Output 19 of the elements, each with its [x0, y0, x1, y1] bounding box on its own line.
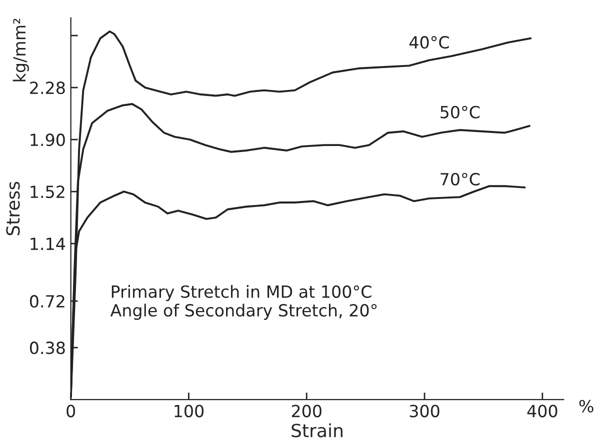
annotation: Primary Stretch in MD at 100°C Angle of Secondary Stretch, 20° — [110, 285, 377, 320]
series-label: 40°C — [409, 36, 449, 49]
x-tick-label: 200 — [292, 404, 322, 418]
text: % — [579, 400, 594, 412]
y-tick-label: 1.14 — [30, 238, 66, 250]
y-tick-label: 2.28 — [30, 82, 65, 94]
x-axis-title: Strain — [292, 423, 342, 438]
y-tick-label: 1.90 — [30, 134, 65, 146]
series-label: 50°C — [440, 106, 480, 118]
x-tick-label: 0 — [66, 404, 76, 418]
y-tick-label: 0.38 — [30, 342, 65, 354]
y-tick-label: 0.72 — [30, 295, 64, 308]
series-label: 70°C — [440, 172, 480, 186]
x-tick-label: 100 — [174, 404, 204, 418]
y-axis-title: Stress — [6, 182, 20, 236]
x-tick-label: 300 — [410, 404, 440, 418]
x-tick-label: 400 — [527, 404, 558, 418]
y-tick-label: 1.52 — [30, 186, 64, 198]
text: kg/mm² — [12, 18, 29, 82]
